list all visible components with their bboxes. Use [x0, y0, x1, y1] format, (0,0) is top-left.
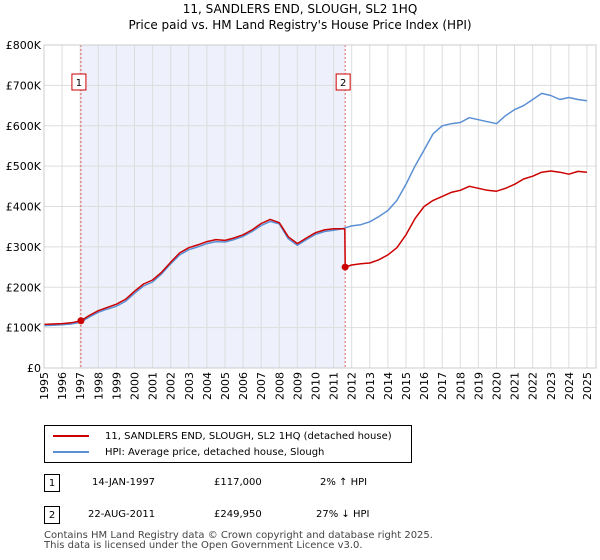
y-tick-label: £0 [27, 362, 41, 375]
legend-item-hpi: HPI: Average price, detached house, Slou… [53, 445, 324, 459]
sale-marker-box [71, 73, 87, 91]
x-tick-label: 2009 [291, 372, 304, 400]
sale-price: £117,000 [214, 477, 262, 488]
sale-marker: 2 [44, 506, 60, 524]
x-tick-label: 2025 [581, 372, 594, 400]
x-tick-label: 2014 [382, 372, 395, 400]
chart-legend: 11, SANDLERS END, SLOUGH, SL2 1HQ (detac… [44, 425, 412, 463]
x-tick-label: 2010 [309, 372, 322, 400]
x-tick-label: 2011 [328, 372, 341, 400]
x-tick-label: 1997 [74, 372, 87, 400]
x-tick-label: 1999 [110, 372, 123, 400]
sale-marker: 1 [44, 474, 60, 492]
x-tick-label: 2006 [237, 372, 250, 400]
y-tick-label: £200K [6, 281, 42, 294]
sale-point [341, 263, 349, 271]
price-chart: £0 £100K £200K £300K £400K £500K £600K £700K £80… [6, 39, 597, 400]
chart-subtitle: Price paid vs. HM Land Registry's House … [128, 18, 472, 32]
x-tick-label: 2013 [364, 372, 377, 400]
x-tick-label: 2005 [219, 372, 232, 400]
x-tick-label: 2004 [201, 372, 214, 400]
x-tick-label: 1996 [56, 372, 69, 400]
x-tick-label: 1995 [38, 372, 51, 400]
x-tick-label: 1998 [92, 372, 105, 400]
x-tick-label: 2024 [563, 372, 576, 400]
y-tick-label: £800K [6, 39, 42, 52]
x-tick-label: 2020 [490, 372, 503, 400]
y-tick-label: £100K [6, 322, 42, 335]
x-tick-label: 2008 [273, 372, 286, 400]
sale-hpi: 27% ↓ HPI [316, 509, 370, 520]
x-tick-label: 2017 [436, 372, 449, 400]
x-tick-label: 2022 [527, 372, 540, 400]
sale-row: 1 14-JAN-1997 £117,000 2% ↑ HPI [44, 474, 584, 494]
legend-swatch-hpi [53, 451, 89, 453]
legend-label-property: 11, SANDLERS END, SLOUGH, SL2 1HQ (detac… [105, 430, 392, 442]
y-tick-label: £700K [6, 79, 42, 92]
sale-point [77, 317, 85, 325]
y-tick-label: £600K [6, 120, 42, 133]
x-tick-label: 2018 [454, 372, 467, 400]
legend-item-property: 11, SANDLERS END, SLOUGH, SL2 1HQ (detac… [53, 429, 392, 443]
x-tick-label: 2000 [128, 372, 141, 400]
y-tick-label: £500K [6, 160, 42, 173]
sale-date: 22-AUG-2011 [88, 509, 156, 520]
hpi-line [43, 92, 588, 327]
x-tick-label: 2023 [545, 372, 558, 400]
footer-line-2: This data is licensed under the Open Gov… [44, 540, 363, 551]
y-tick-label: £300K [6, 241, 42, 254]
x-tick-label: 2012 [346, 372, 359, 400]
chart-title: 11, SANDLERS END, SLOUGH, SL2 1HQ [182, 2, 418, 16]
plot-border [43, 44, 597, 369]
legend-label-hpi: HPI: Average price, detached house, Slou… [105, 446, 325, 458]
y-tick-label: £400K [6, 201, 42, 214]
sale-hpi: 2% ↑ HPI [320, 477, 368, 488]
x-tick-label: 2015 [400, 372, 413, 400]
legend-swatch-property [53, 435, 89, 437]
x-tick-label: 2001 [147, 372, 160, 400]
sale-price: £249,950 [214, 509, 262, 520]
x-tick-label: 2002 [165, 372, 178, 400]
x-tick-label: 2016 [418, 372, 431, 400]
x-tick-label: 2019 [472, 372, 485, 400]
sale-row: 2 22-AUG-2011 £249,950 27% ↓ HPI [44, 506, 584, 526]
x-tick-label: 2007 [255, 372, 268, 400]
x-tick-label: 2021 [509, 372, 522, 400]
sale-marker-label: 1 [76, 78, 82, 89]
footer-line-1: Contains HM Land Registry data © Crown c… [44, 530, 433, 541]
sale-marker-box [335, 73, 351, 91]
sale-marker-label: 2 [340, 78, 346, 89]
x-tick-label: 2003 [183, 372, 196, 400]
property-price-line [43, 170, 588, 326]
sale-date: 14-JAN-1997 [92, 477, 156, 488]
footer: Contains HM Land Registry data © Crown c… [44, 531, 433, 551]
